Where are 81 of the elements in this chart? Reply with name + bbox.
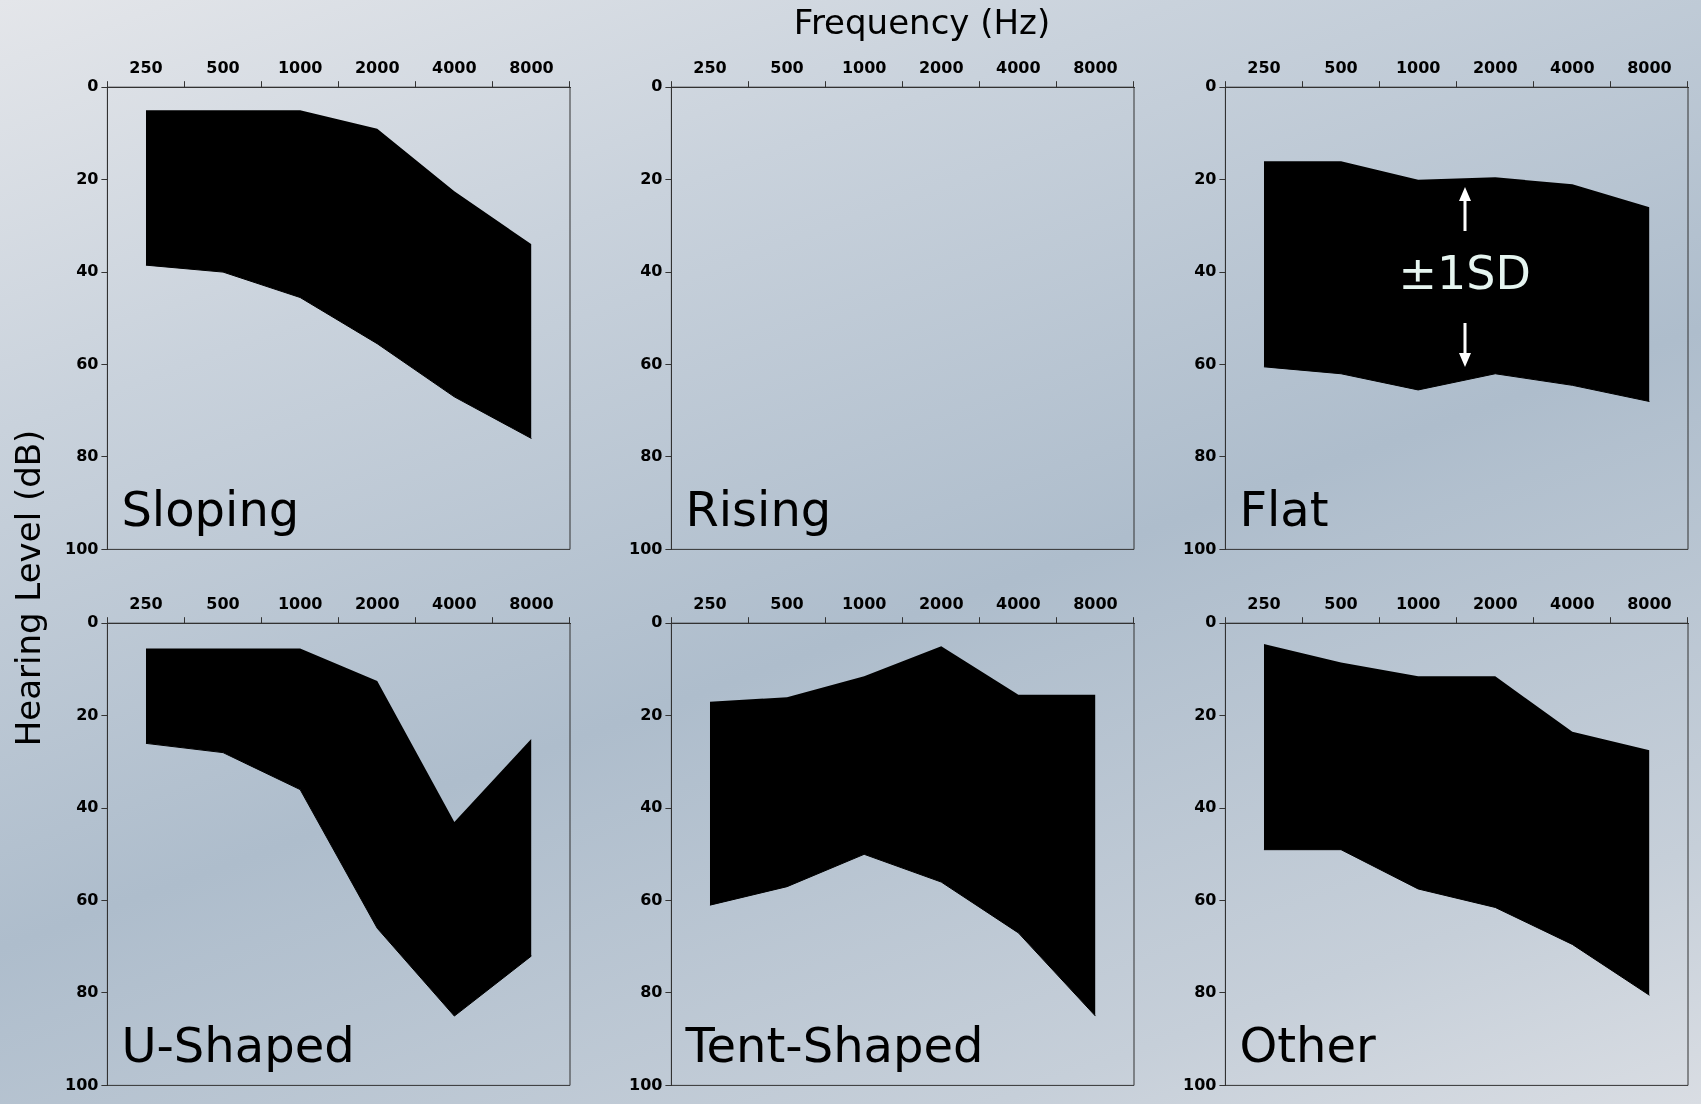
- y-tick-label: 100: [64, 1074, 99, 1094]
- x-tick-label: 8000: [509, 593, 554, 613]
- y-axis-title: Hearing Level (dB): [8, 429, 48, 747]
- x-tick-label: 250: [129, 57, 163, 77]
- text: Rising: [685, 480, 832, 537]
- x-tick-label: 4000: [432, 593, 477, 613]
- y-tick-label: 0: [651, 76, 663, 96]
- x-tick-label: 250: [129, 593, 163, 613]
- x-tick-label: 2000: [354, 57, 400, 77]
- x-tick-label: 1000: [841, 57, 887, 77]
- x-tick-label: 4000: [996, 57, 1041, 77]
- y-tick-label: 100: [628, 1074, 663, 1094]
- x-tick-label: 500: [1324, 593, 1358, 613]
- x-tick-label: 250: [1247, 593, 1281, 613]
- x-tick-label: 500: [770, 57, 804, 77]
- x-tick-label: 1000: [1395, 57, 1441, 77]
- x-tick-label: 1000: [1395, 593, 1441, 613]
- y-tick-label: 80: [640, 446, 663, 466]
- y-tick-label: 20: [76, 704, 99, 724]
- y-tick-label: 80: [1194, 446, 1217, 466]
- y-tick-label: 100: [1182, 538, 1217, 558]
- text: U-Shaped: [121, 1016, 355, 1073]
- x-tick-label: 8000: [1627, 57, 1672, 77]
- y-tick-label: 40: [640, 261, 663, 281]
- x-tick-label: 500: [206, 57, 240, 77]
- x-tick-label: 1000: [277, 593, 323, 613]
- x-tick-label: 2000: [918, 593, 964, 613]
- text: Tent-Shaped: [684, 1016, 984, 1073]
- y-tick-label: 60: [76, 889, 99, 909]
- y-tick-label: 40: [1194, 261, 1217, 281]
- x-tick-label: 4000: [1550, 57, 1595, 77]
- y-tick-label: 100: [628, 538, 663, 558]
- y-tick-label: 80: [76, 982, 99, 1002]
- y-tick-label: 40: [1194, 797, 1217, 817]
- y-tick-label: 60: [1194, 353, 1217, 373]
- y-tick-label: 0: [87, 612, 99, 632]
- x-tick-label: 2000: [918, 57, 964, 77]
- y-tick-label: 100: [64, 538, 99, 558]
- x-tick-label: 250: [693, 593, 727, 613]
- x-tick-label: 8000: [509, 57, 554, 77]
- y-tick-label: 0: [651, 612, 663, 632]
- y-tick-label: 80: [1194, 982, 1217, 1002]
- y-tick-label: 20: [1194, 168, 1217, 188]
- text: Other: [1239, 1016, 1376, 1073]
- y-tick-label: 20: [1194, 704, 1217, 724]
- x-tick-label: 8000: [1073, 593, 1118, 613]
- x-tick-label: 1000: [277, 57, 323, 77]
- y-tick-label: 60: [1194, 889, 1217, 909]
- x-tick-label: 4000: [1550, 593, 1595, 613]
- x-tick-label: 500: [206, 593, 240, 613]
- text: Sloping: [121, 480, 300, 537]
- x-tick-label: 4000: [996, 593, 1041, 613]
- y-tick-label: 40: [76, 261, 99, 281]
- y-tick-label: 0: [87, 76, 99, 96]
- annotation: ±1SD: [1398, 245, 1531, 300]
- text: Flat: [1239, 480, 1329, 537]
- x-tick-label: 250: [693, 57, 727, 77]
- x-tick-label: 8000: [1627, 593, 1672, 613]
- y-tick-label: 60: [640, 353, 663, 373]
- x-tick-label: 500: [1324, 57, 1358, 77]
- y-tick-label: 80: [76, 446, 99, 466]
- y-tick-label: 60: [76, 353, 99, 373]
- y-tick-label: 40: [76, 797, 99, 817]
- x-tick-label: 500: [770, 593, 804, 613]
- x-tick-label: 4000: [432, 57, 477, 77]
- x-tick-label: 250: [1247, 57, 1281, 77]
- y-tick-label: 20: [640, 168, 663, 188]
- x-tick-label: 8000: [1073, 57, 1118, 77]
- y-tick-label: 0: [1205, 612, 1217, 632]
- y-tick-label: 40: [640, 797, 663, 817]
- x-tick-label: 2000: [354, 593, 400, 613]
- x-tick-label: 1000: [841, 593, 887, 613]
- y-tick-label: 80: [640, 982, 663, 1002]
- x-tick-label: 2000: [1472, 57, 1518, 77]
- y-tick-label: 20: [640, 704, 663, 724]
- y-tick-label: 0: [1205, 76, 1217, 96]
- x-tick-label: 2000: [1472, 593, 1518, 613]
- y-tick-label: 60: [640, 889, 663, 909]
- y-tick-label: 20: [76, 168, 99, 188]
- x-axis-title: Frequency (Hz): [793, 2, 1051, 42]
- y-tick-label: 100: [1182, 1074, 1217, 1094]
